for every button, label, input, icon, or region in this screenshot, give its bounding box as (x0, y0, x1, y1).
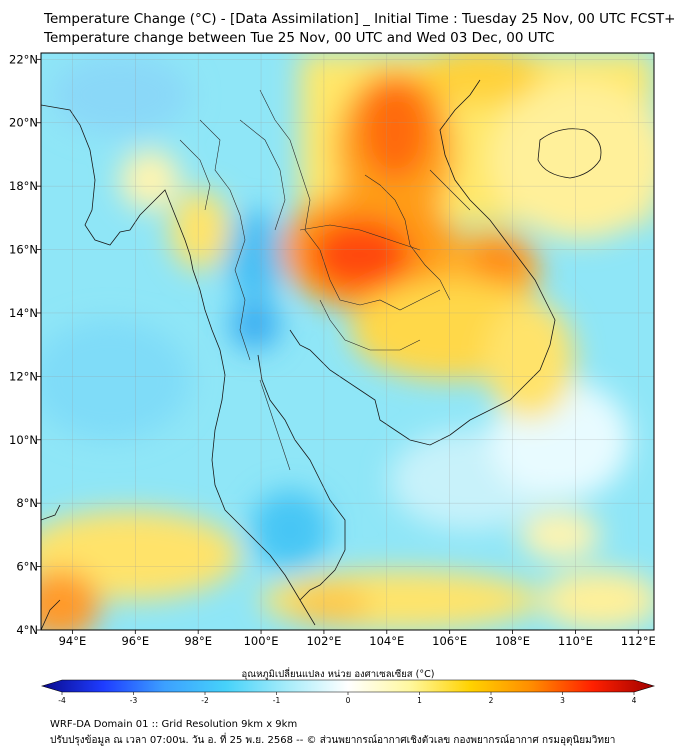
lon-tick-label: 102°E (306, 634, 341, 648)
colorbar-tick-label: 3 (560, 696, 565, 705)
grid-lines (41, 53, 654, 630)
coastlines (41, 79, 602, 630)
colorbar: -4 -3 -2 -1 0 1 2 3 4 (40, 679, 656, 705)
lon-tick-label: 106°E (432, 634, 467, 648)
colorbar-title: อุณหภูมิเปลี่ยนแปลง หน่วย องศาเซลเซียส (… (241, 669, 435, 680)
lon-tick-label: 98°E (184, 634, 212, 648)
lat-tick-label: 6°N (16, 560, 38, 574)
lon-tick-label: 104°E (369, 634, 404, 648)
colorbar-tick-label: 1 (417, 696, 422, 705)
latitude-ticks: 22°N 20°N 18°N 16°N 14°N 12°N 10°N 8°N 6°N 4°N (9, 52, 41, 637)
colorbar-tick-label: 0 (346, 696, 351, 705)
temperature-field (41, 53, 654, 630)
colorbar-tick-label: 4 (632, 696, 637, 705)
lat-tick-label: 16°N (9, 243, 38, 257)
lat-tick-label: 4°N (16, 623, 38, 637)
footer-model-info: WRF-DA Domain 01 :: Grid Resolution 9km … (50, 719, 298, 730)
admin-borders (179, 89, 471, 471)
lon-tick-label: 110°E (558, 634, 593, 648)
lon-tick-label: 94°E (59, 634, 87, 648)
colorbar-tick-label: -1 (273, 696, 281, 705)
colorbar-tick-label: 2 (489, 696, 494, 705)
lat-tick-label: 8°N (16, 496, 38, 510)
lat-tick-label: 10°N (9, 433, 38, 447)
colorbar-tick-label: -4 (58, 696, 66, 705)
lon-tick-label: 112°E (621, 634, 656, 648)
temperature-change-map: 94°E 96°E 98°E 100°E 102°E 104°E 106°E 108°E 110… (9, 52, 656, 705)
lat-tick-label: 20°N (9, 116, 38, 130)
map-title: Temperature Change (°C) - [Data Assimila… (44, 11, 676, 27)
lat-tick-label: 22°N (9, 52, 38, 66)
footer-credit: ปรับปรุงข้อมูล ณ เวลา 07:00น. วัน อ. ที่… (50, 735, 616, 746)
lat-tick-label: 18°N (9, 179, 38, 193)
lat-tick-label: 14°N (9, 306, 38, 320)
colorbar-ticks: -4 -3 -2 -1 0 1 2 3 4 (58, 692, 637, 705)
lon-tick-label: 108°E (495, 634, 530, 648)
map-frame (40, 52, 655, 631)
lat-tick-label: 12°N (9, 369, 38, 383)
map-subtitle: Temperature change between Tue 25 Nov, 0… (44, 30, 555, 46)
colorbar-tick-label: -3 (130, 696, 138, 705)
lon-tick-label: 100°E (244, 634, 279, 648)
colorbar-tick-label: -2 (201, 696, 209, 705)
longitude-ticks: 94°E 96°E 98°E 100°E 102°E 104°E 106°E 108°E 110… (59, 630, 656, 648)
lon-tick-label: 96°E (121, 634, 149, 648)
